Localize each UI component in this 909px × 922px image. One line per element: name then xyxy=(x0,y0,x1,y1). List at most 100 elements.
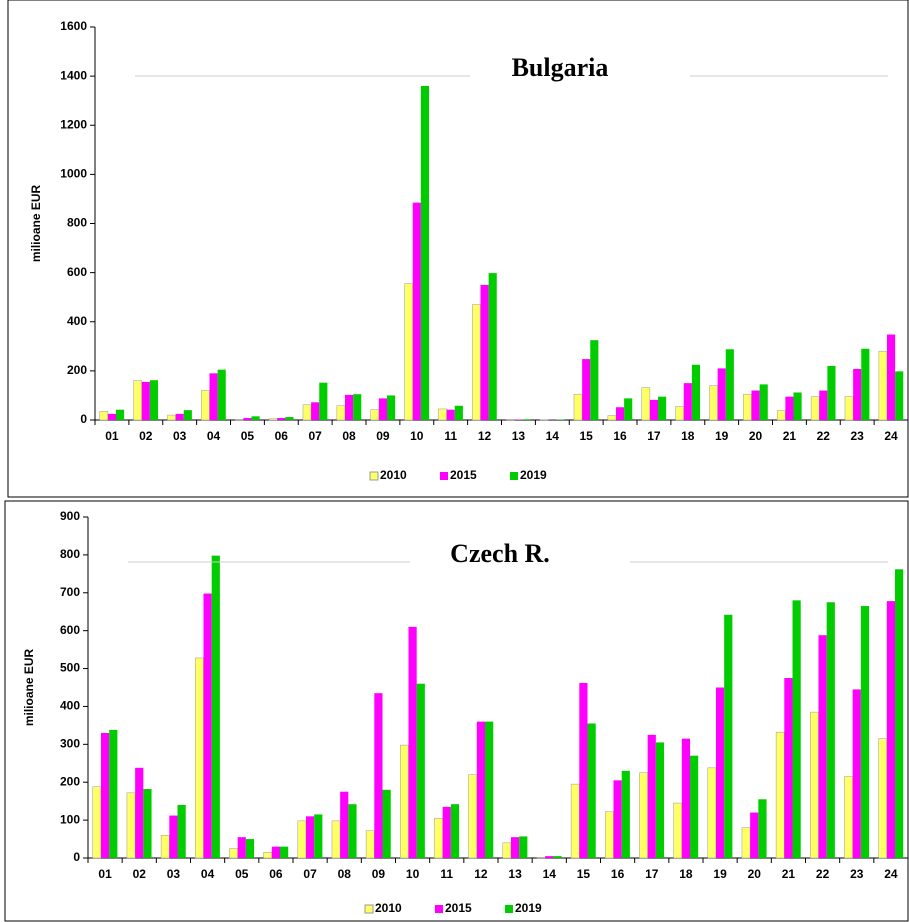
bar xyxy=(374,693,383,858)
y-tick-label: 200 xyxy=(60,774,80,788)
bar xyxy=(416,683,425,858)
bar xyxy=(895,371,904,420)
bar xyxy=(590,340,599,420)
x-tick-label: 21 xyxy=(782,867,796,881)
bar xyxy=(639,772,648,859)
bar xyxy=(510,837,520,858)
legend-label: 2019 xyxy=(515,901,542,915)
legend-label: 2015 xyxy=(450,468,477,482)
bar xyxy=(587,723,596,858)
bar xyxy=(775,731,785,859)
bar xyxy=(420,85,430,420)
x-tick-label: 15 xyxy=(577,867,591,881)
legend-swatch xyxy=(505,905,513,913)
bar xyxy=(348,804,357,858)
x-tick-label: 01 xyxy=(98,867,112,881)
chart-frame xyxy=(7,0,909,498)
bar xyxy=(237,837,246,858)
bar xyxy=(784,678,793,858)
bar xyxy=(488,273,497,420)
y-tick-label: 0 xyxy=(80,412,87,426)
x-tick-label: 24 xyxy=(884,867,898,881)
bar xyxy=(776,410,786,421)
x-tick-label: 21 xyxy=(783,429,797,443)
x-tick-label: 22 xyxy=(817,429,831,443)
bar xyxy=(750,812,759,858)
bar xyxy=(135,767,144,858)
bar xyxy=(573,393,583,421)
legend-swatch xyxy=(364,904,374,914)
bar xyxy=(468,774,478,859)
bar xyxy=(878,738,888,859)
bar xyxy=(545,856,554,858)
x-tick-label: 05 xyxy=(241,429,255,443)
bar xyxy=(126,792,136,859)
x-tick-label: 07 xyxy=(309,429,323,443)
bar xyxy=(673,802,683,859)
x-tick-label: 10 xyxy=(406,867,420,881)
y-tick-label: 1600 xyxy=(60,19,87,33)
bar xyxy=(641,387,651,421)
bar xyxy=(434,817,443,859)
x-tick-label: 18 xyxy=(679,867,693,881)
bar xyxy=(211,555,220,858)
x-tick-label: 02 xyxy=(139,429,153,443)
bar xyxy=(553,856,562,858)
bar xyxy=(454,405,463,420)
bar xyxy=(201,390,210,421)
x-tick-label: 14 xyxy=(543,867,557,881)
bar xyxy=(141,381,150,420)
bar xyxy=(785,396,794,420)
y-axis-label: milioane EUR xyxy=(29,184,43,262)
x-tick-label: 23 xyxy=(850,867,864,881)
bar xyxy=(658,396,667,420)
x-tick-label: 01 xyxy=(105,429,119,443)
x-tick-label: 17 xyxy=(647,429,661,443)
y-axis-label: milioane EUR xyxy=(22,648,36,726)
x-tick-label: 14 xyxy=(546,429,560,443)
chart-frame xyxy=(4,500,909,922)
bar xyxy=(476,721,486,858)
bar xyxy=(810,396,820,421)
x-tick-label: 22 xyxy=(816,867,830,881)
bar xyxy=(251,416,260,420)
y-tick-label: 800 xyxy=(67,216,87,230)
bar xyxy=(647,734,656,858)
x-tick-label: 11 xyxy=(440,867,453,881)
legend-swatch xyxy=(369,471,379,481)
legend-label: 2015 xyxy=(445,901,472,915)
bar xyxy=(99,411,109,421)
bar xyxy=(792,600,801,858)
bar xyxy=(472,304,481,421)
x-tick-label: 15 xyxy=(580,429,594,443)
x-tick-label: 08 xyxy=(338,867,352,881)
x-tick-label: 23 xyxy=(851,429,865,443)
bar xyxy=(305,816,315,858)
bar xyxy=(613,780,622,858)
bar xyxy=(149,380,159,420)
bar xyxy=(690,755,699,858)
bar xyxy=(243,418,252,420)
bar xyxy=(707,767,717,859)
bar xyxy=(725,349,734,420)
x-tick-label: 13 xyxy=(508,867,522,881)
bar xyxy=(133,380,142,421)
bar xyxy=(741,827,751,859)
bar xyxy=(311,402,320,420)
y-tick-label: 1400 xyxy=(60,68,87,82)
bar xyxy=(827,365,836,420)
bar xyxy=(353,394,362,420)
bar xyxy=(522,419,531,420)
bar xyxy=(655,742,665,858)
x-tick-label: 04 xyxy=(201,867,215,881)
y-tick-label: 800 xyxy=(60,547,80,561)
bar xyxy=(818,635,827,858)
bar xyxy=(378,398,388,420)
y-tick-label: 300 xyxy=(60,737,80,751)
x-tick-label: 02 xyxy=(133,867,147,881)
legend-label: 2010 xyxy=(375,901,402,915)
bar xyxy=(277,418,286,420)
x-tick-label: 05 xyxy=(235,867,249,881)
x-tick-label: 16 xyxy=(611,867,625,881)
bar xyxy=(344,394,354,420)
